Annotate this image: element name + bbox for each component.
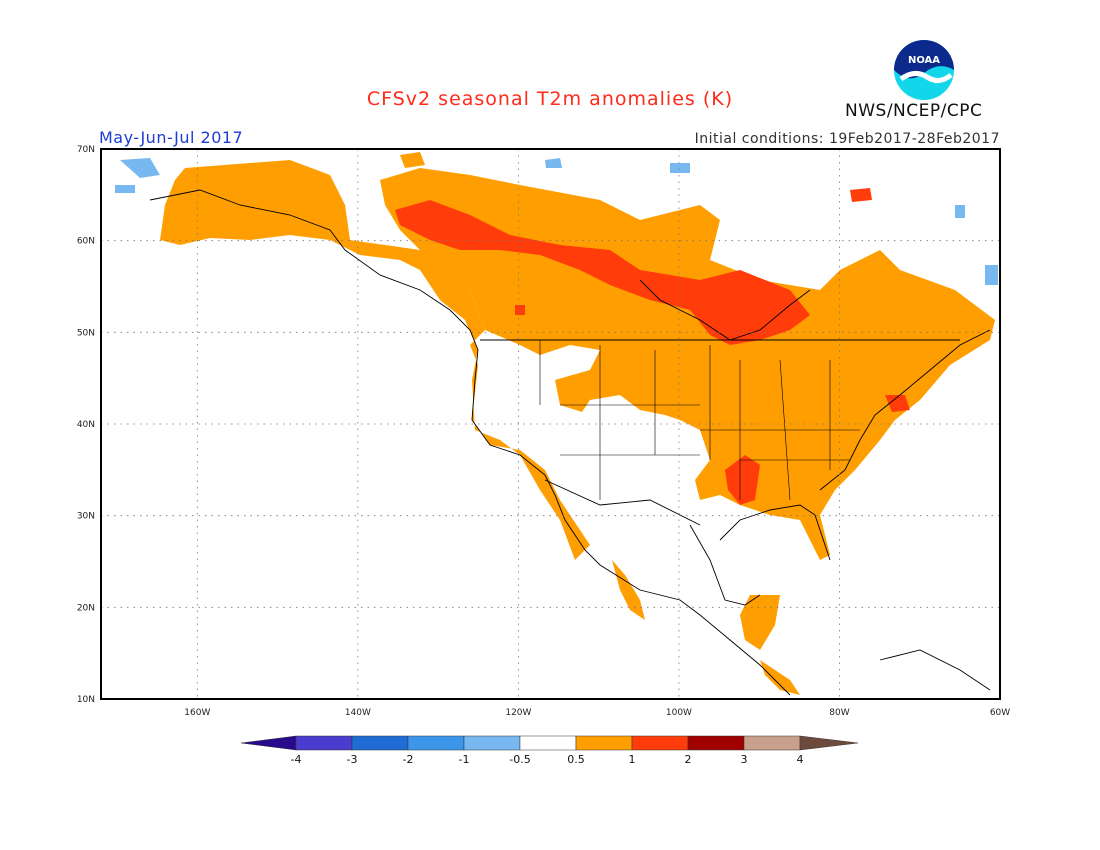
colorbar-swatch	[743, 735, 801, 751]
colorbar-label: 0.5	[567, 753, 585, 766]
agency-label: NWS/NCEP/CPC	[845, 101, 983, 121]
colorbar-swatch	[519, 735, 577, 751]
lat-tick-label: 30N	[77, 512, 95, 522]
noaa-logo-icon: NOAA	[894, 40, 954, 100]
lat-tick-label: 40N	[77, 420, 95, 430]
colorbar-swatch	[351, 735, 409, 751]
latitude-labels: 70N 60N 50N 40N 30N 20N 10N	[77, 145, 95, 705]
lon-tick-label: 80W	[829, 708, 849, 718]
colorbar-label: 1	[629, 753, 636, 766]
colorbar-legend: -4 -3 -2 -1 -0.5 0.5 1 2 3 4	[240, 735, 859, 766]
colorbar-swatch	[575, 735, 633, 751]
lat-tick-label: 60N	[77, 237, 95, 247]
map-frame	[100, 148, 1001, 700]
colorbar-swatch	[631, 735, 689, 751]
forecast-period: May-Jun-Jul 2017	[99, 128, 244, 147]
colorbar-swatch	[687, 735, 745, 751]
colorbar-swatch	[463, 735, 521, 751]
initial-conditions: Initial conditions: 19Feb2017-28Feb2017	[694, 131, 1000, 147]
map-title: CFSv2 seasonal T2m anomalies (K)	[366, 88, 734, 110]
colorbar-label: -1	[459, 753, 470, 766]
longitude-labels: 160W 140W 120W 100W 80W 60W	[184, 708, 1010, 718]
lat-tick-label: 50N	[77, 328, 95, 338]
lon-tick-label: 160W	[184, 708, 210, 718]
colorbar-label: 4	[797, 753, 804, 766]
svg-text:NOAA: NOAA	[908, 55, 940, 66]
lat-tick-label: 70N	[77, 145, 95, 155]
colorbar-low-arrow	[240, 735, 297, 751]
colorbar-label: -4	[291, 753, 302, 766]
state-borders	[539, 340, 860, 501]
colorbar-swatch	[295, 735, 353, 751]
anomaly-region-cool	[115, 158, 998, 285]
coastlines	[149, 189, 991, 696]
lon-tick-label: 60W	[990, 708, 1010, 718]
anomaly-region-strong	[395, 188, 910, 505]
anomaly-region-moderate	[160, 152, 995, 695]
lat-tick-label: 10N	[77, 695, 95, 705]
colorbar-label: 2	[685, 753, 692, 766]
colorbar-label: -0.5	[509, 753, 530, 766]
colorbar-label: -2	[403, 753, 414, 766]
colorbar-swatch	[407, 735, 465, 751]
colorbar-label: 3	[741, 753, 748, 766]
lon-tick-label: 100W	[666, 708, 692, 718]
colorbar-high-arrow	[799, 735, 859, 751]
lat-tick-label: 20N	[77, 603, 95, 613]
graticule	[101, 149, 1000, 699]
lon-tick-label: 120W	[505, 708, 531, 718]
colorbar-label: -3	[347, 753, 358, 766]
lon-tick-label: 140W	[345, 708, 371, 718]
